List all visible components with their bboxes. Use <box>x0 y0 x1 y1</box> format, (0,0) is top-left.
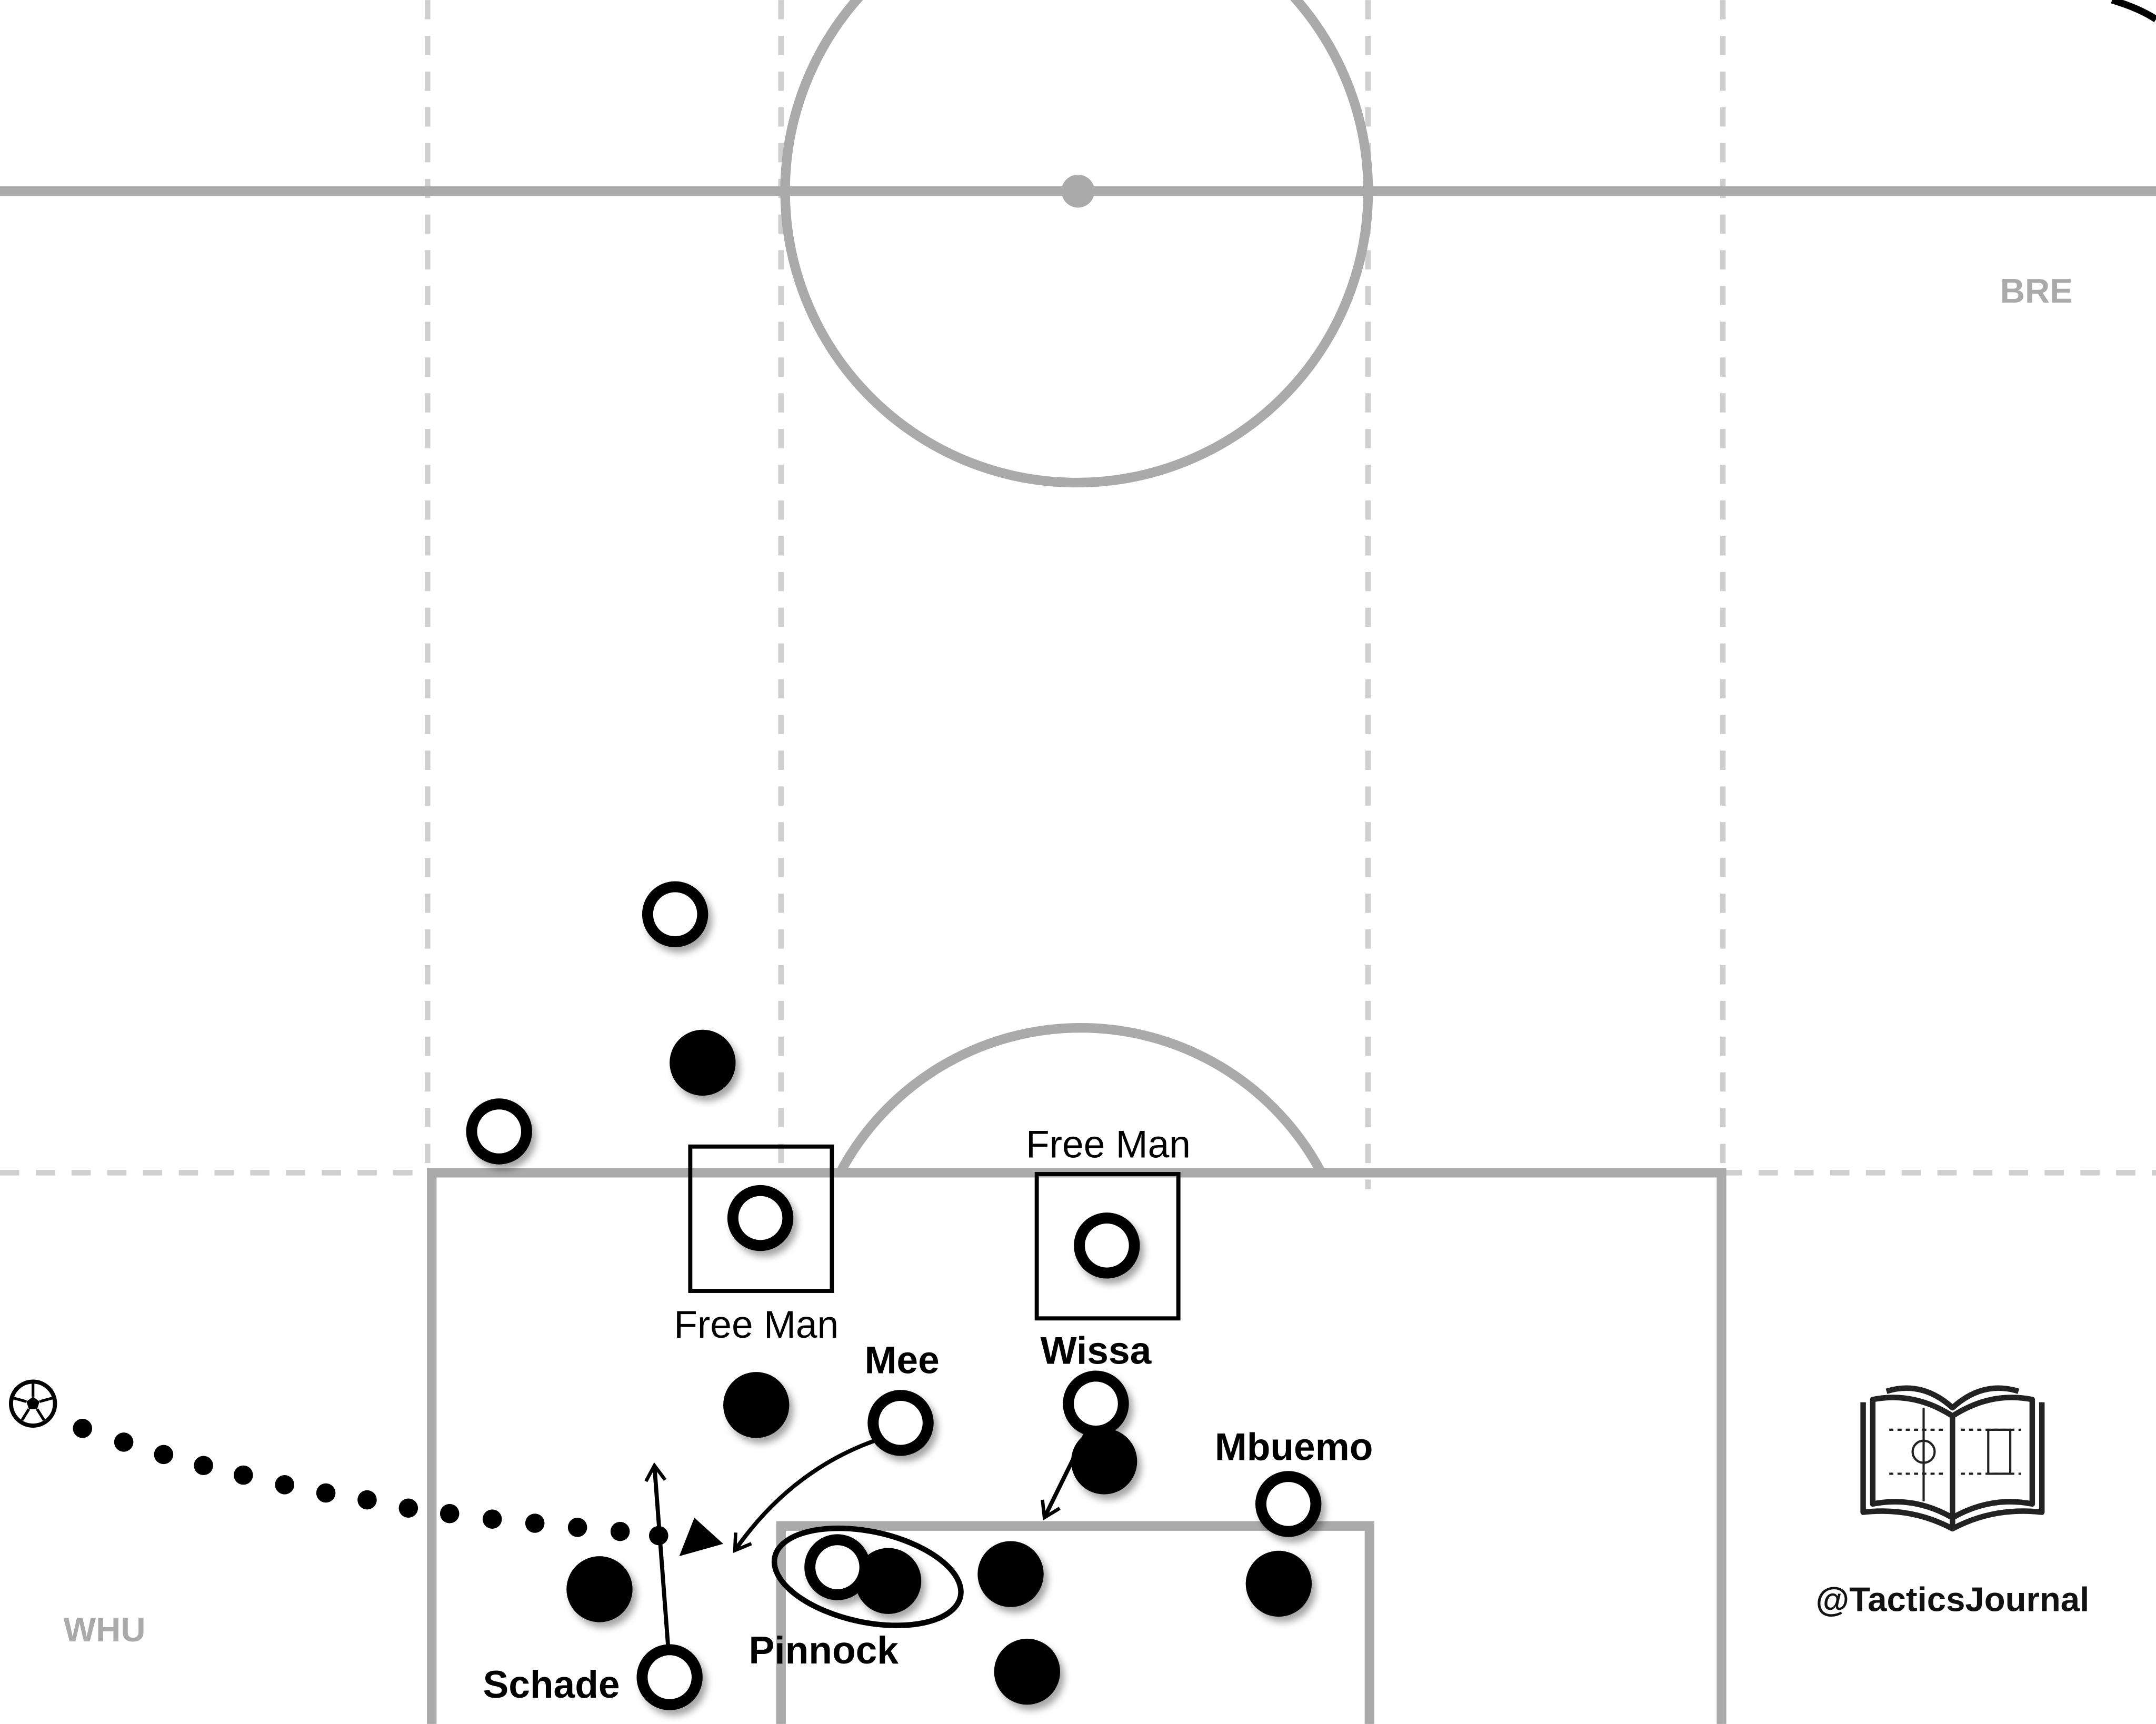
attacker-marker-mee <box>867 1390 934 1456</box>
attacker-marker <box>642 881 708 947</box>
attackers <box>466 881 1322 1710</box>
defender-marker <box>994 1638 1061 1705</box>
watermark-handle: @TacticsJournal <box>1816 1580 2090 1619</box>
free-man-box-right <box>1034 1172 1181 1321</box>
team-label-away: BRE <box>2000 272 2073 310</box>
ball-path-arrowhead <box>679 1518 724 1557</box>
six-yard-box <box>776 1521 1374 1724</box>
player-label-schade: Schade <box>483 1663 620 1706</box>
attacker-marker-pinnock <box>804 1534 871 1600</box>
defenders <box>566 1029 1312 1705</box>
defender-marker <box>566 1556 633 1622</box>
defender-marker <box>670 1029 736 1096</box>
cropped-element-top-right <box>2111 0 2156 23</box>
open-book-pitch-icon <box>1860 1385 2045 1532</box>
attacker-marker-wissa <box>1063 1370 1129 1437</box>
defender-marker <box>977 1541 1044 1607</box>
attacker-marker-schade <box>636 1644 703 1710</box>
defender-marker <box>723 1372 790 1438</box>
defender-marker <box>1071 1428 1137 1495</box>
attacker-marker-mbuemo <box>1255 1471 1322 1537</box>
mee-run-arrow <box>736 1439 875 1549</box>
ball-path <box>73 1418 724 1557</box>
football-icon <box>8 1379 57 1428</box>
player-label-mbuemo: Mbuemo <box>1215 1426 1373 1468</box>
player-label-mee: Mee <box>864 1339 939 1382</box>
player-names: Mee Wissa Mbuemo Pinnock Schade <box>483 1329 1373 1706</box>
annotations: Free Man Free Man <box>674 1124 1191 1346</box>
centre-spot <box>1061 174 1095 208</box>
schade-run-arrow <box>654 1467 671 1649</box>
attacker-marker <box>1074 1212 1140 1279</box>
free-man-box-left <box>688 1144 834 1293</box>
team-label-home: WHU <box>64 1610 146 1649</box>
free-man-label-right: Free Man <box>1026 1124 1191 1166</box>
attacker-marker <box>466 1098 532 1165</box>
defender-marker <box>855 1548 922 1614</box>
centre-circle <box>780 0 1373 487</box>
pinnock-highlight <box>771 1525 964 1628</box>
defender-marker <box>1245 1550 1312 1617</box>
free-man-label-left: Free Man <box>674 1304 839 1346</box>
penalty-arc <box>836 1023 1326 1175</box>
player-label-wissa: Wissa <box>1041 1329 1152 1372</box>
player-label-pinnock: Pinnock <box>749 1629 899 1672</box>
attacker-marker <box>727 1185 794 1251</box>
